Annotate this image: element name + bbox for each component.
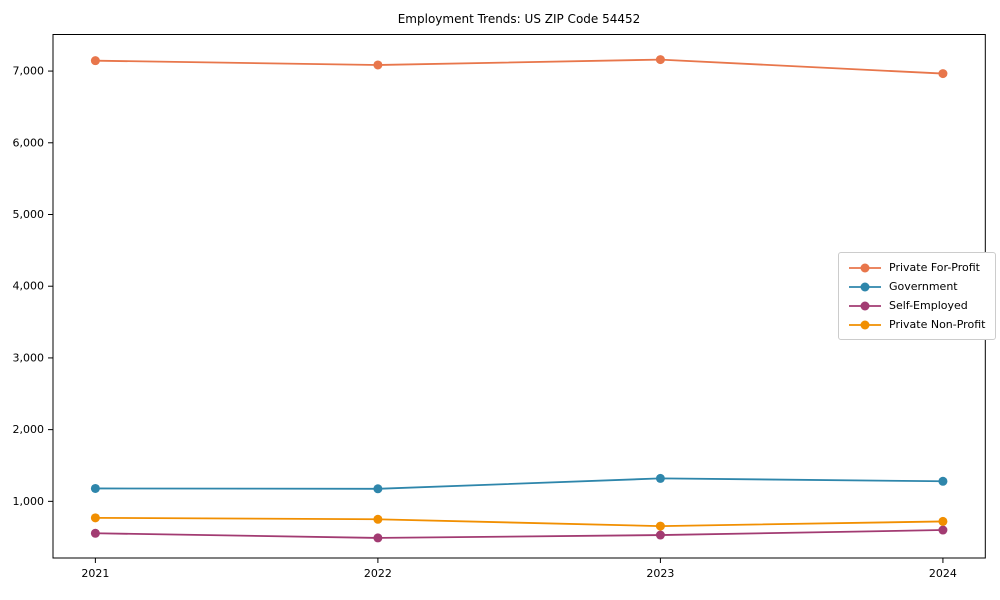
x-tick-label: 2022 <box>364 567 392 580</box>
legend: Private For-Profit Government Self-Employe… <box>838 252 997 340</box>
series-line-private-for-profit <box>95 58 943 75</box>
series-line-government <box>95 477 943 490</box>
y-tick-label: 2,000 <box>13 423 45 436</box>
legend-line-dot-icon <box>849 263 881 273</box>
y-tick-label: 7,000 <box>13 65 45 78</box>
data-point-private-for-profit-2022 <box>373 60 383 70</box>
data-point-private-non-profit-2022 <box>373 514 383 524</box>
chart-title: Employment Trends: US ZIP Code 54452 <box>397 12 641 26</box>
data-point-private-non-profit-2024 <box>938 516 948 526</box>
data-point-private-non-profit-2021 <box>90 513 100 523</box>
legend-label: Private Non-Profit <box>889 318 986 331</box>
data-point-private-for-profit-2023 <box>655 55 665 65</box>
data-point-self-employed-2023 <box>655 530 665 540</box>
legend-label: Government <box>889 280 958 293</box>
data-point-government-2022 <box>373 484 383 494</box>
series-line-private-non-profit <box>95 516 943 527</box>
y-tick-label: 6,000 <box>13 136 45 149</box>
y-tick-label: 3,000 <box>13 351 45 364</box>
x-tick-label: 2023 <box>646 567 674 580</box>
data-point-private-for-profit-2024 <box>938 69 948 79</box>
data-point-self-employed-2021 <box>90 528 100 538</box>
data-point-government-2023 <box>655 473 665 483</box>
legend-line-dot-icon <box>849 282 881 292</box>
y-tick-label: 5,000 <box>13 208 45 221</box>
data-point-government-2024 <box>938 476 948 486</box>
legend-label: Self-Employed <box>889 299 968 312</box>
data-point-self-employed-2022 <box>373 533 383 543</box>
data-point-self-employed-2024 <box>938 525 948 535</box>
legend-item-self-employed: Self-Employed <box>849 299 985 312</box>
legend-line-dot-icon <box>849 301 881 311</box>
series-line-self-employed <box>95 529 943 539</box>
x-tick-label: 2021 <box>81 567 109 580</box>
legend-line-dot-icon <box>849 320 881 330</box>
data-point-government-2021 <box>90 483 100 493</box>
legend-label: Private For-Profit <box>889 261 980 274</box>
x-tick-label: 2024 <box>929 567 957 580</box>
y-tick-label: 1,000 <box>13 495 45 508</box>
legend-item-private-non-profit: Private Non-Profit <box>849 318 985 331</box>
legend-item-government: Government <box>849 280 985 293</box>
data-point-private-for-profit-2021 <box>90 56 100 66</box>
legend-item-private-for-profit: Private For-Profit <box>849 261 985 274</box>
y-tick-label: 4,000 <box>13 280 45 293</box>
data-point-private-non-profit-2023 <box>655 521 665 531</box>
